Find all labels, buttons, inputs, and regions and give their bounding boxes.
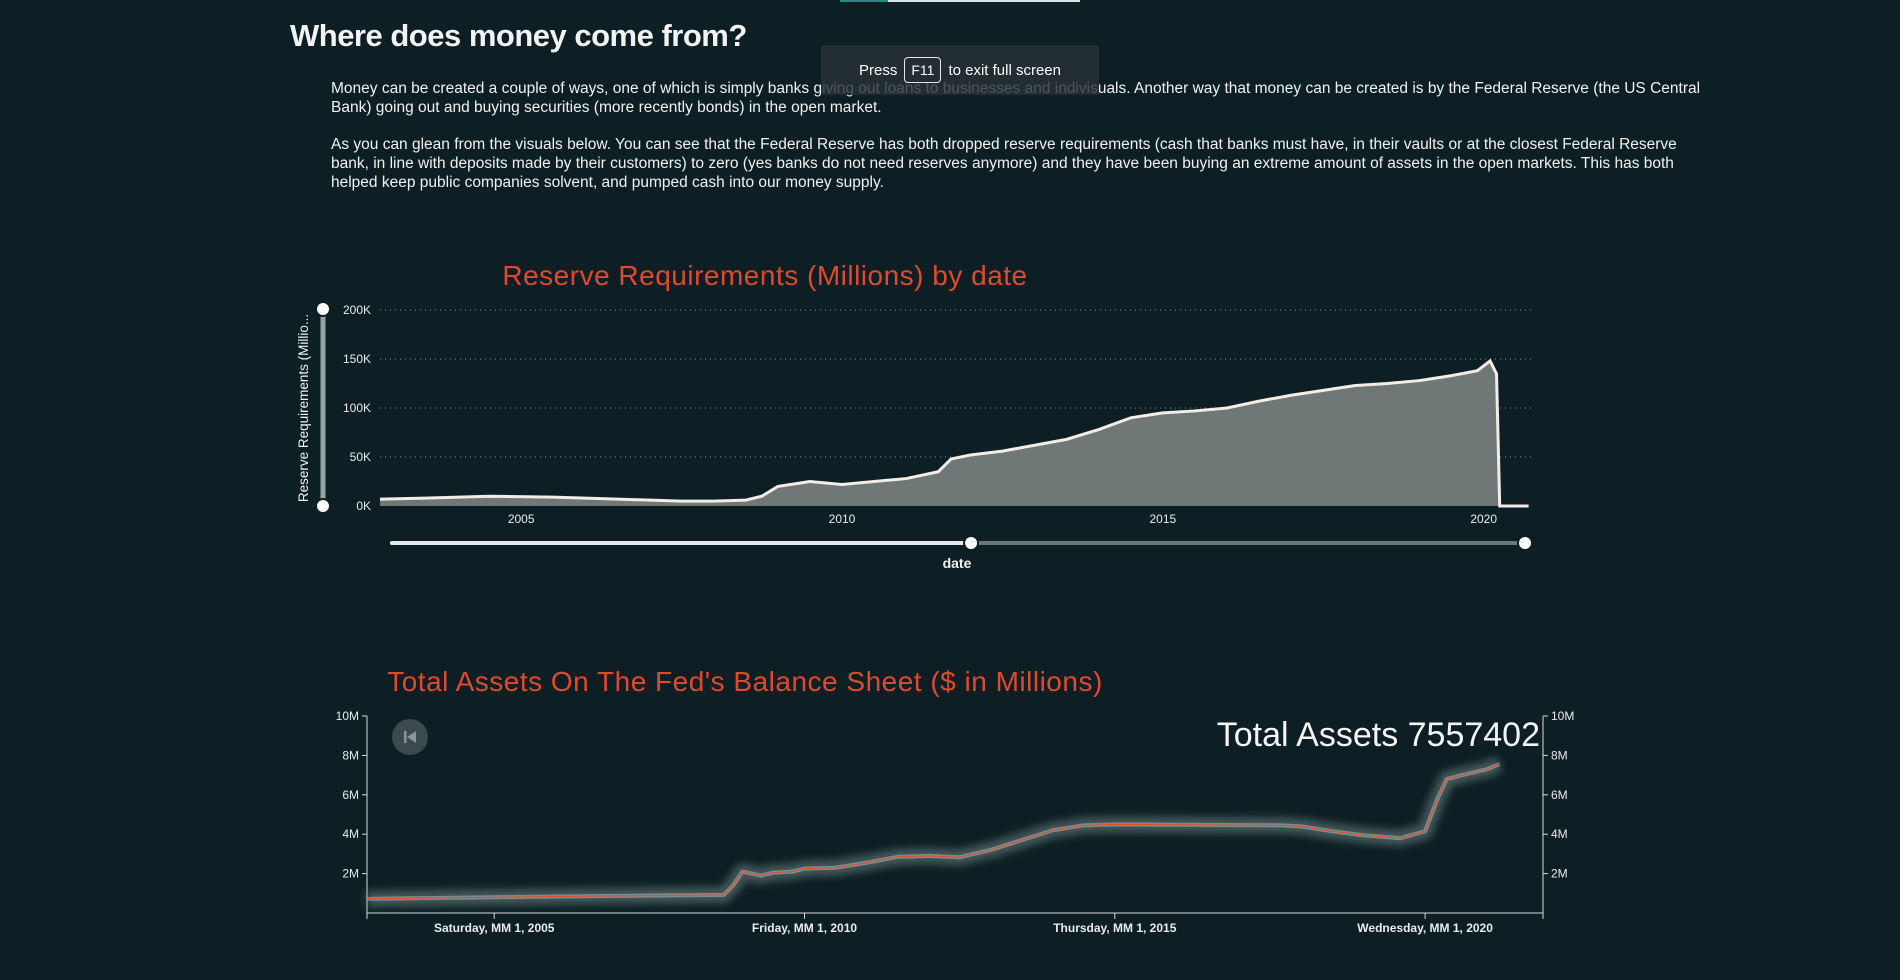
fullscreen-notice: Press F11 to exit full screen: [821, 45, 1099, 95]
x-tick-label: 2010: [829, 512, 856, 526]
x-tick-label: Thursday, MM 1, 2015: [1053, 921, 1176, 935]
page-title: Where does money come from?: [290, 18, 747, 53]
y-tick-label-left: 4M: [342, 827, 359, 841]
top-tab-indicator[interactable]: [840, 0, 1080, 2]
x-tick-label: 2020: [1470, 512, 1497, 526]
y-tick-label: 200K: [343, 303, 371, 317]
x-tick-label: 2015: [1149, 512, 1176, 526]
skip-back-icon: [404, 731, 416, 743]
y-tick-label-right: 2M: [1551, 867, 1568, 881]
reserve-chart-title: Reserve Requirements (Millions) by date: [502, 260, 1028, 291]
y-tick-label: 0K: [356, 499, 371, 513]
fullscreen-suffix-text: to exit full screen: [948, 61, 1061, 79]
assets-chart-title: Total Assets On The Fed's Balance Sheet …: [387, 666, 1103, 697]
x-tick-label: Saturday, MM 1, 2005: [434, 921, 555, 935]
total-assets-annotation: Total Assets 7557402: [1216, 716, 1540, 754]
y-tick-label-left: 6M: [342, 788, 359, 802]
assets-halo: [366, 762, 1501, 901]
date-slider-handle-start[interactable]: [963, 535, 980, 551]
y-range-handle-top[interactable]: [315, 301, 331, 317]
reserve-requirements-chart: 0K 50K 100K 150K 200K 2005 2010 2015 2020 Reserve…: [296, 301, 1535, 571]
x-tick-label: Friday, MM 1, 2010: [752, 921, 857, 935]
y-range-handle-bottom[interactable]: [315, 498, 331, 514]
tab-accent: [840, 0, 888, 2]
y-axis-label: Reserve Requirements (Millio...: [296, 314, 311, 502]
intro-paragraph-2: As you can glean from the visuals below.…: [331, 136, 1677, 191]
y-tick-label: 50K: [350, 450, 371, 464]
y-tick-label-left: 10M: [336, 709, 359, 723]
y-tick-label-left: 8M: [342, 748, 359, 762]
reserve-line: [379, 358, 1529, 508]
date-slider-label: date: [943, 555, 972, 571]
y-tick-label-right: 4M: [1551, 827, 1568, 841]
y-tick-label: 100K: [343, 401, 371, 415]
date-slider-handle-end[interactable]: [1517, 535, 1533, 551]
y-tick-label: 150K: [343, 352, 371, 366]
y-tick-label-right: 6M: [1551, 788, 1568, 802]
y-tick-label-right: 8M: [1551, 748, 1568, 762]
reserve-area: [380, 360, 1529, 506]
fullscreen-press-text: Press: [859, 61, 898, 79]
y-tick-label-right: 10M: [1551, 709, 1574, 723]
rewind-button[interactable]: [392, 719, 428, 755]
x-tick-label: 2005: [508, 512, 535, 526]
y-tick-label-left: 2M: [342, 867, 359, 881]
fullscreen-key: F11: [904, 57, 942, 83]
x-tick-label: Wednesday, MM 1, 2020: [1357, 921, 1493, 935]
assets-line: [366, 763, 1500, 900]
